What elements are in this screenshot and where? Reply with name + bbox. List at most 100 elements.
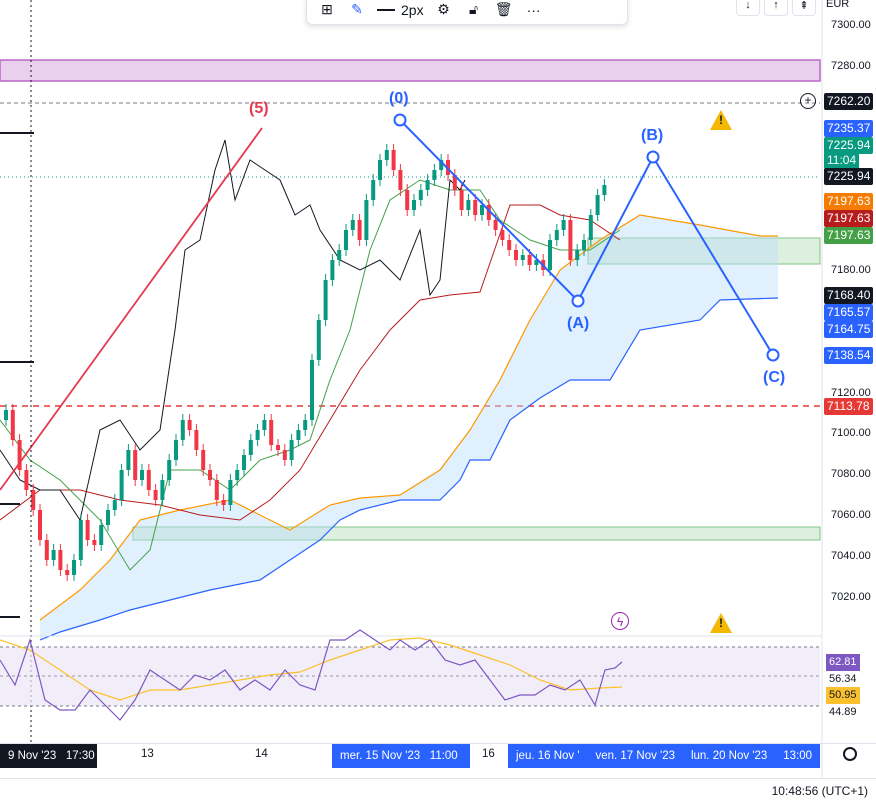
ichimoku-cloud bbox=[40, 215, 778, 640]
candle bbox=[371, 180, 376, 200]
candle bbox=[344, 230, 348, 250]
price-tick: 7100.00 bbox=[831, 427, 871, 439]
settings-button[interactable]: ⚙ bbox=[430, 0, 458, 22]
time-axis[interactable]: 9 Nov '23 17:30 13 14 mer. 15 Nov '23 11… bbox=[0, 743, 876, 768]
time-highlight-right: jeu. 16 Nov ' ven. 17 Nov '23 lun. 20 No… bbox=[508, 744, 820, 768]
time-label: mer. 15 Nov '23 bbox=[340, 750, 421, 762]
candle bbox=[242, 455, 246, 470]
rsi-label: 50.95 bbox=[826, 687, 860, 704]
arrow-up-button[interactable]: ↑ bbox=[764, 0, 788, 16]
price-tick: 7180.00 bbox=[831, 264, 871, 276]
candle bbox=[480, 205, 484, 215]
currency-label[interactable]: EUR bbox=[826, 0, 850, 10]
candle bbox=[548, 240, 552, 270]
wave-b-point bbox=[646, 150, 660, 164]
trash-icon: 🗑︎ bbox=[494, 1, 513, 17]
wave-5-label: (5) bbox=[249, 100, 269, 117]
warning-icon-rsi[interactable]: ! bbox=[710, 613, 732, 633]
candle bbox=[357, 220, 362, 240]
arrow-up-icon: ↑ bbox=[773, 0, 779, 11]
wave-0-point bbox=[393, 113, 407, 127]
candle bbox=[72, 560, 76, 575]
lock-icon: 🔓︎ bbox=[469, 1, 479, 17]
candle bbox=[126, 450, 131, 470]
candle bbox=[289, 440, 294, 460]
candle bbox=[167, 460, 172, 480]
candle bbox=[58, 550, 63, 570]
candle bbox=[466, 200, 471, 210]
add-plus-icon[interactable]: + bbox=[800, 93, 816, 109]
candle bbox=[554, 230, 559, 240]
rsi-label: 56.34 bbox=[829, 673, 857, 685]
candle bbox=[180, 420, 185, 440]
time-highlight-mid: mer. 15 Nov '23 11:00 bbox=[332, 744, 470, 768]
price-label-orange-line: 7197.63 bbox=[824, 193, 874, 210]
price-label-dark-level: 7168.40 bbox=[824, 287, 874, 304]
candle bbox=[4, 410, 8, 420]
candle bbox=[38, 510, 42, 540]
wave-a-point bbox=[571, 294, 585, 308]
candle bbox=[418, 190, 423, 200]
line-width-button[interactable]: 2px bbox=[373, 2, 428, 18]
delete-button[interactable]: 🗑︎ bbox=[490, 0, 518, 22]
pencil-button[interactable]: ✎ bbox=[343, 0, 371, 22]
purple-zone bbox=[0, 59, 821, 82]
warning-icon[interactable]: ! bbox=[710, 110, 732, 130]
candle bbox=[24, 470, 29, 490]
wave-c-point bbox=[766, 348, 780, 362]
wave-abc-line bbox=[399, 119, 774, 356]
price-tick: 7080.00 bbox=[831, 468, 871, 480]
candle bbox=[330, 260, 335, 280]
candle bbox=[595, 195, 600, 215]
flash-icon[interactable]: ϟ bbox=[611, 612, 629, 630]
line-width-label: 2px bbox=[401, 1, 424, 18]
status-bar: 10:48:56 (UTC+1) bbox=[0, 778, 876, 806]
candle bbox=[44, 540, 49, 560]
time-label: ven. 17 Nov '23 bbox=[595, 750, 676, 762]
price-tick: 7300.00 bbox=[831, 19, 871, 31]
candle bbox=[602, 185, 607, 195]
clock[interactable]: 10:48:56 (UTC+1) bbox=[771, 784, 868, 798]
arrow-up-double-button[interactable]: ⇞ bbox=[792, 0, 816, 16]
more-button[interactable]: ··· bbox=[520, 0, 548, 22]
time-label: lun. 20 Nov '23 bbox=[690, 750, 768, 762]
price-label-partial-level: 7235.37 bbox=[824, 120, 874, 137]
time-label: 13 bbox=[141, 748, 154, 760]
arrow-down-button[interactable]: ↓ bbox=[736, 0, 760, 16]
candle bbox=[31, 490, 36, 510]
candle bbox=[398, 170, 403, 190]
candle bbox=[575, 250, 580, 260]
rsi-ma-line bbox=[0, 637, 623, 701]
candle bbox=[133, 450, 138, 480]
rsi-line bbox=[0, 629, 623, 721]
candle bbox=[235, 470, 240, 480]
tenkan-line bbox=[0, 179, 621, 571]
candle bbox=[432, 170, 437, 180]
candle bbox=[323, 280, 328, 320]
candle bbox=[568, 220, 573, 260]
wave-b-label: (B) bbox=[641, 127, 664, 144]
price-label-red-line: 7197.63 bbox=[824, 210, 874, 227]
time-label: 17:30 bbox=[65, 750, 95, 762]
candle bbox=[459, 190, 464, 210]
double-arrow-icon: ⇞ bbox=[799, 0, 809, 12]
candle bbox=[350, 220, 355, 230]
candle bbox=[106, 510, 110, 525]
chart-settings-icon[interactable] bbox=[843, 747, 857, 761]
candle bbox=[146, 470, 151, 490]
candle bbox=[500, 230, 505, 240]
price-label-countdown: 11:04 bbox=[824, 152, 860, 169]
candle bbox=[316, 320, 321, 360]
candle bbox=[405, 190, 410, 210]
candle bbox=[493, 220, 498, 230]
lock-button[interactable]: 🔓︎ bbox=[460, 0, 488, 22]
gear-icon: ⚙ bbox=[437, 1, 450, 17]
candle bbox=[187, 420, 192, 430]
add-alert-button[interactable]: ⊞ bbox=[313, 0, 341, 22]
candle bbox=[140, 470, 144, 480]
candle bbox=[194, 430, 199, 450]
candle bbox=[391, 150, 396, 170]
wave-0-label: (0) bbox=[389, 90, 409, 107]
price-tick: 7060.00 bbox=[831, 509, 871, 521]
